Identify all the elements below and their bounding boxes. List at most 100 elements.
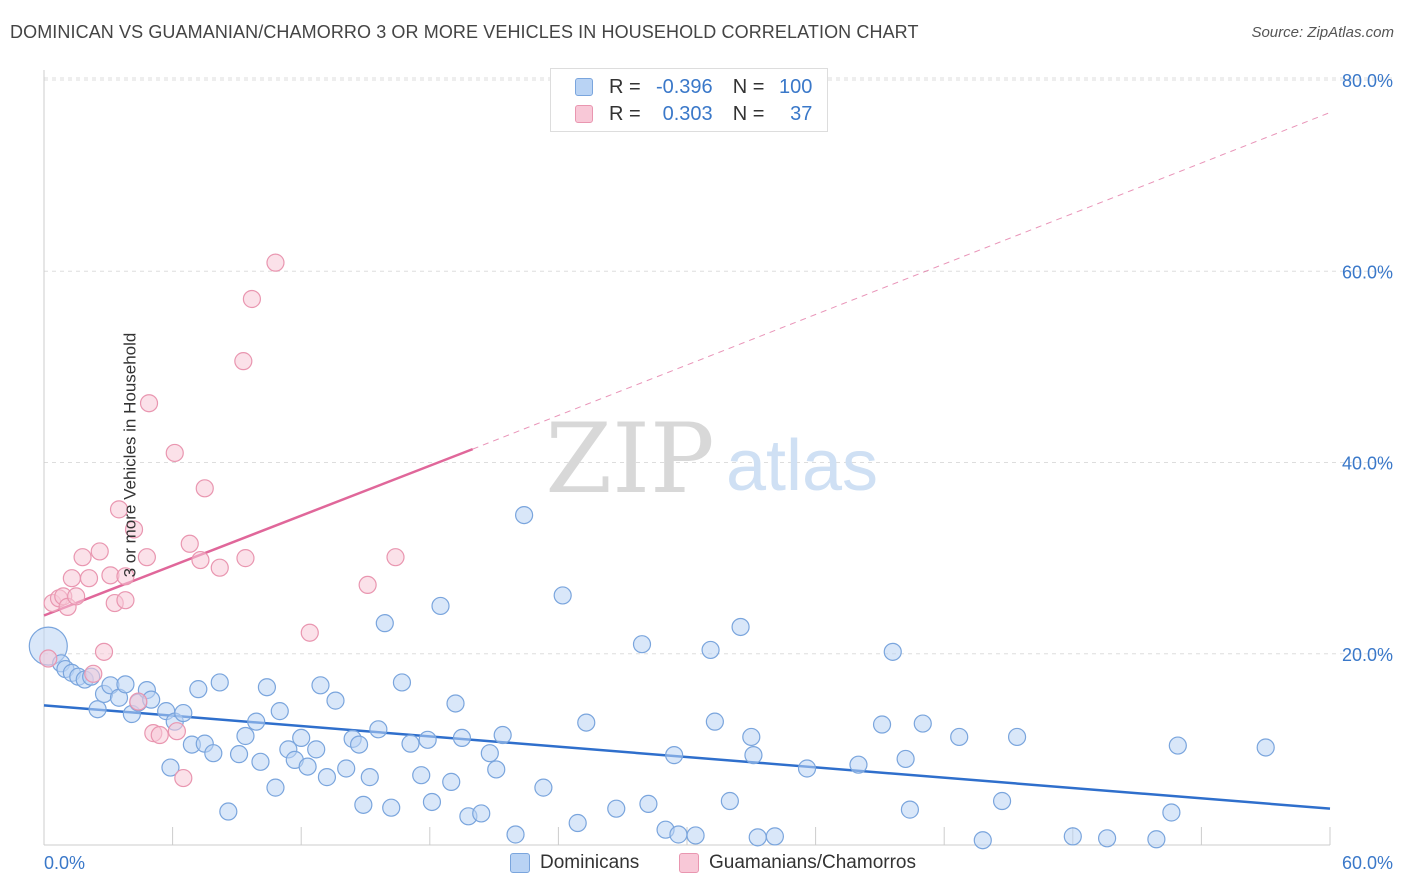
point-dominicans bbox=[266, 778, 285, 797]
point-guamanians bbox=[90, 542, 109, 561]
point-dominicans bbox=[392, 673, 412, 692]
point-dominicans bbox=[311, 676, 330, 695]
series-legend: Dominicans Guamanians/Chamorros bbox=[0, 852, 1406, 878]
point-guamanians bbox=[62, 569, 81, 588]
point-dominicans bbox=[401, 734, 420, 753]
legend-row-dominicans: R = -0.396 N = 100 bbox=[575, 74, 812, 100]
point-guamanians bbox=[73, 548, 92, 567]
point-dominicans bbox=[229, 745, 249, 764]
point-dominicans bbox=[665, 746, 684, 765]
watermark-atlas: atlas bbox=[726, 426, 878, 506]
point-dominicans bbox=[472, 804, 491, 823]
point-dominicans bbox=[326, 691, 345, 710]
point-dominicans bbox=[568, 813, 587, 833]
point-dominicans bbox=[487, 760, 506, 779]
point-dominicans bbox=[236, 726, 255, 746]
point-dominicans bbox=[506, 825, 525, 844]
point-guamanians bbox=[109, 500, 129, 519]
legend-row-guamanians: R = 0.303 N = 37 bbox=[575, 101, 812, 127]
point-guamanians bbox=[39, 649, 58, 668]
point-dominicans bbox=[337, 759, 356, 778]
point-dominicans bbox=[446, 694, 465, 713]
point-guamanians bbox=[242, 289, 262, 309]
point-dominicans bbox=[950, 727, 969, 747]
point-dominicans bbox=[251, 752, 270, 771]
point-dominicans bbox=[913, 714, 932, 733]
point-dominicans bbox=[189, 680, 208, 699]
point-dominicans bbox=[480, 744, 499, 763]
point-guamanians bbox=[137, 548, 156, 567]
legend-swatch-blue bbox=[510, 853, 530, 873]
legend-item-dominicans[interactable]: Dominicans bbox=[510, 852, 639, 874]
source-label: Source: ZipAtlas.com bbox=[1251, 24, 1394, 41]
point-dominicans bbox=[639, 794, 658, 813]
point-dominicans bbox=[116, 675, 135, 694]
trend-line bbox=[43, 447, 474, 617]
point-dominicans bbox=[360, 768, 379, 787]
point-dominicans bbox=[270, 702, 289, 721]
point-guamanians bbox=[94, 642, 114, 661]
legend-n-label: N = bbox=[732, 75, 765, 98]
y-axis-label: 3 or more Vehicles in Household bbox=[120, 332, 140, 578]
legend-swatch-blue bbox=[575, 78, 593, 96]
legend-r-label: R = bbox=[609, 102, 641, 125]
point-dominicans bbox=[883, 642, 902, 661]
point-dominicans bbox=[669, 825, 688, 844]
point-dominicans bbox=[896, 749, 915, 769]
watermark: ZIP atlas bbox=[545, 403, 878, 515]
point-dominicans bbox=[88, 700, 107, 719]
y-tick-label: 20.0% bbox=[1342, 645, 1393, 665]
point-dominicans bbox=[354, 795, 373, 814]
point-dominicans bbox=[872, 715, 892, 734]
point-dominicans bbox=[349, 735, 369, 754]
point-guamanians bbox=[236, 549, 255, 568]
point-dominicans bbox=[705, 712, 724, 731]
point-dominicans bbox=[452, 728, 472, 748]
point-guamanians bbox=[266, 253, 285, 272]
legend-r-value: 0.303 bbox=[662, 102, 713, 125]
point-dominicans bbox=[431, 596, 450, 616]
y-tick-label: 40.0% bbox=[1342, 454, 1393, 474]
point-guamanians bbox=[167, 722, 186, 741]
point-dominicans bbox=[744, 746, 763, 765]
point-dominicans bbox=[577, 713, 596, 732]
point-dominicans bbox=[731, 617, 750, 637]
point-dominicans bbox=[1063, 827, 1082, 846]
point-guamanians bbox=[116, 591, 135, 610]
data-points bbox=[28, 253, 1275, 850]
point-dominicans bbox=[607, 799, 626, 818]
point-guamanians bbox=[124, 520, 144, 539]
point-dominicans bbox=[1256, 738, 1275, 757]
point-dominicans bbox=[632, 635, 652, 654]
legend-item-guamanians[interactable]: Guamanians/Chamorros bbox=[679, 852, 916, 874]
y-tick-label: 60.0% bbox=[1342, 262, 1393, 282]
y-tick-label: 80.0% bbox=[1342, 71, 1393, 91]
point-dominicans bbox=[534, 778, 553, 797]
point-dominicans bbox=[204, 744, 223, 763]
point-dominicans bbox=[382, 798, 401, 817]
point-guamanians bbox=[180, 534, 199, 553]
point-dominicans bbox=[219, 802, 238, 821]
point-guamanians bbox=[129, 692, 148, 711]
point-guamanians bbox=[195, 479, 214, 498]
point-dominicans bbox=[412, 766, 431, 785]
point-dominicans bbox=[797, 759, 817, 778]
point-guamanians bbox=[191, 550, 210, 570]
point-dominicans bbox=[765, 827, 784, 846]
point-dominicans bbox=[900, 800, 920, 819]
trend-line bbox=[472, 112, 1331, 450]
legend-swatch-pink bbox=[575, 105, 593, 123]
point-dominicans bbox=[973, 831, 992, 850]
axes bbox=[43, 70, 1331, 846]
x-tick-label: 60.0% bbox=[1342, 853, 1393, 873]
point-guamanians bbox=[386, 548, 405, 567]
point-dominicans bbox=[720, 791, 739, 811]
tick-labels: 20.0% 40.0% 60.0% 80.0% 0.0% 60.0% bbox=[44, 71, 1393, 873]
point-dominicans bbox=[257, 678, 277, 697]
point-dominicans bbox=[298, 757, 317, 776]
point-dominicans bbox=[553, 586, 572, 605]
point-dominicans bbox=[247, 712, 266, 731]
legend-label: Dominicans bbox=[540, 852, 640, 873]
point-dominicans bbox=[210, 673, 229, 692]
legend-n-label: N = bbox=[732, 102, 765, 125]
